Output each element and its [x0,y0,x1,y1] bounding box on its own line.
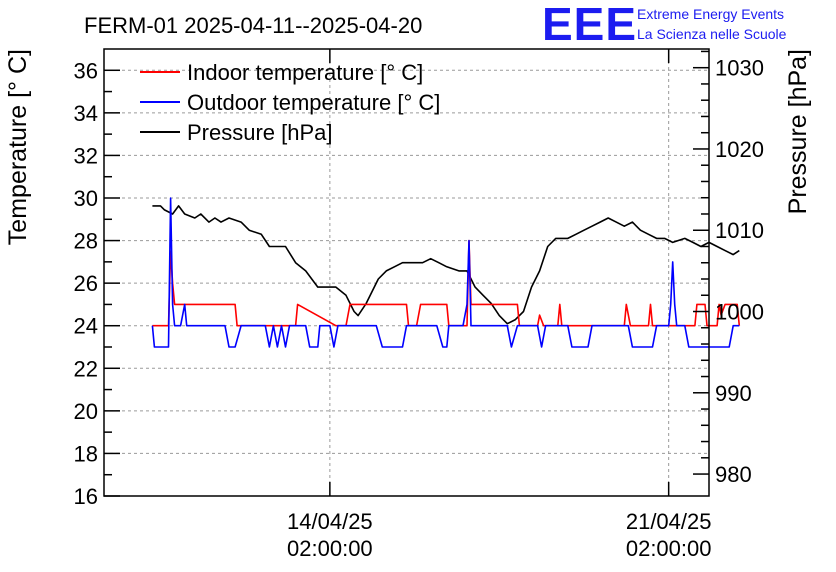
legend-label: Outdoor temperature [° C] [187,90,440,115]
chart-title: FERM-01 2025-04-11--2025-04-20 [84,13,422,38]
legend-label: Pressure [hPa] [187,120,333,145]
legend-label: Indoor temperature [° C] [187,60,423,85]
left-tick-label: 20 [74,399,98,424]
right-tick-label: 980 [715,462,752,487]
right-tick-label: 990 [715,381,752,406]
grid-layer [104,49,709,496]
left-tick-label: 34 [74,101,98,126]
left-axis-title: Temperature [° C] [4,49,32,245]
axes-layer: 16 18 20 22 24 26 28 30 32 34 36 980 990 1000 1010 1020… [4,49,812,561]
left-tick-label: 28 [74,229,98,254]
x-tick-label-date: 14/04/25 [287,509,373,534]
right-tick-label: 1000 [715,300,764,325]
plot-frame [103,48,710,497]
x-tick-label-time: 02:00:00 [626,536,712,561]
series-layer [151,197,741,348]
right-tick-label: 1030 [715,56,764,81]
left-tick-label: 18 [74,441,98,466]
right-tick-label: 1010 [715,218,764,243]
left-tick-label: 36 [74,58,98,83]
right-axis-title: Pressure [hPa] [784,49,812,214]
left-tick-label: 24 [74,314,98,339]
outdoor-temperature-line [151,197,740,348]
eee-logo-line1: Extreme Energy Events [637,6,784,22]
x-tick-label-time: 02:00:00 [287,536,373,561]
x-tick-label-date: 21/04/25 [626,509,712,534]
right-tick-label: 1020 [715,137,764,162]
eee-logo-line2: La Scienza nelle Scuole [637,26,787,42]
left-tick-label: 30 [74,186,98,211]
eee-logo: EEE [542,0,637,50]
legend: Indoor temperature [° C] Outdoor temperat… [140,60,440,145]
pressure-line [152,205,740,325]
left-tick-label: 26 [74,271,98,296]
left-tick-label: 32 [74,143,98,168]
left-tick-label: 16 [74,484,98,509]
left-tick-label: 22 [74,356,98,381]
